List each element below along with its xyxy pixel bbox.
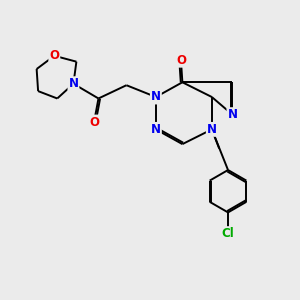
Text: Cl: Cl — [222, 227, 234, 240]
Text: N: N — [68, 77, 78, 90]
Text: N: N — [227, 108, 237, 121]
Text: N: N — [151, 91, 161, 103]
Text: N: N — [207, 123, 217, 136]
Text: O: O — [49, 49, 59, 62]
Text: O: O — [176, 54, 186, 67]
Text: O: O — [89, 116, 99, 128]
Text: N: N — [151, 123, 161, 136]
